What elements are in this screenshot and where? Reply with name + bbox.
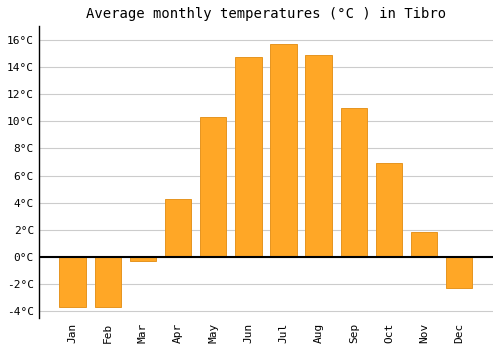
Bar [306,55,332,257]
Bar [270,44,296,257]
Bar [165,198,191,257]
Bar [94,257,121,307]
Bar [376,163,402,257]
Bar [411,232,438,257]
Bar [60,257,86,307]
Bar [130,257,156,261]
Bar [200,117,226,257]
Title: Average monthly temperatures (°C ) in Tibro: Average monthly temperatures (°C ) in Ti… [86,7,446,21]
Bar [446,257,472,288]
Bar [340,108,367,257]
Bar [235,57,262,257]
